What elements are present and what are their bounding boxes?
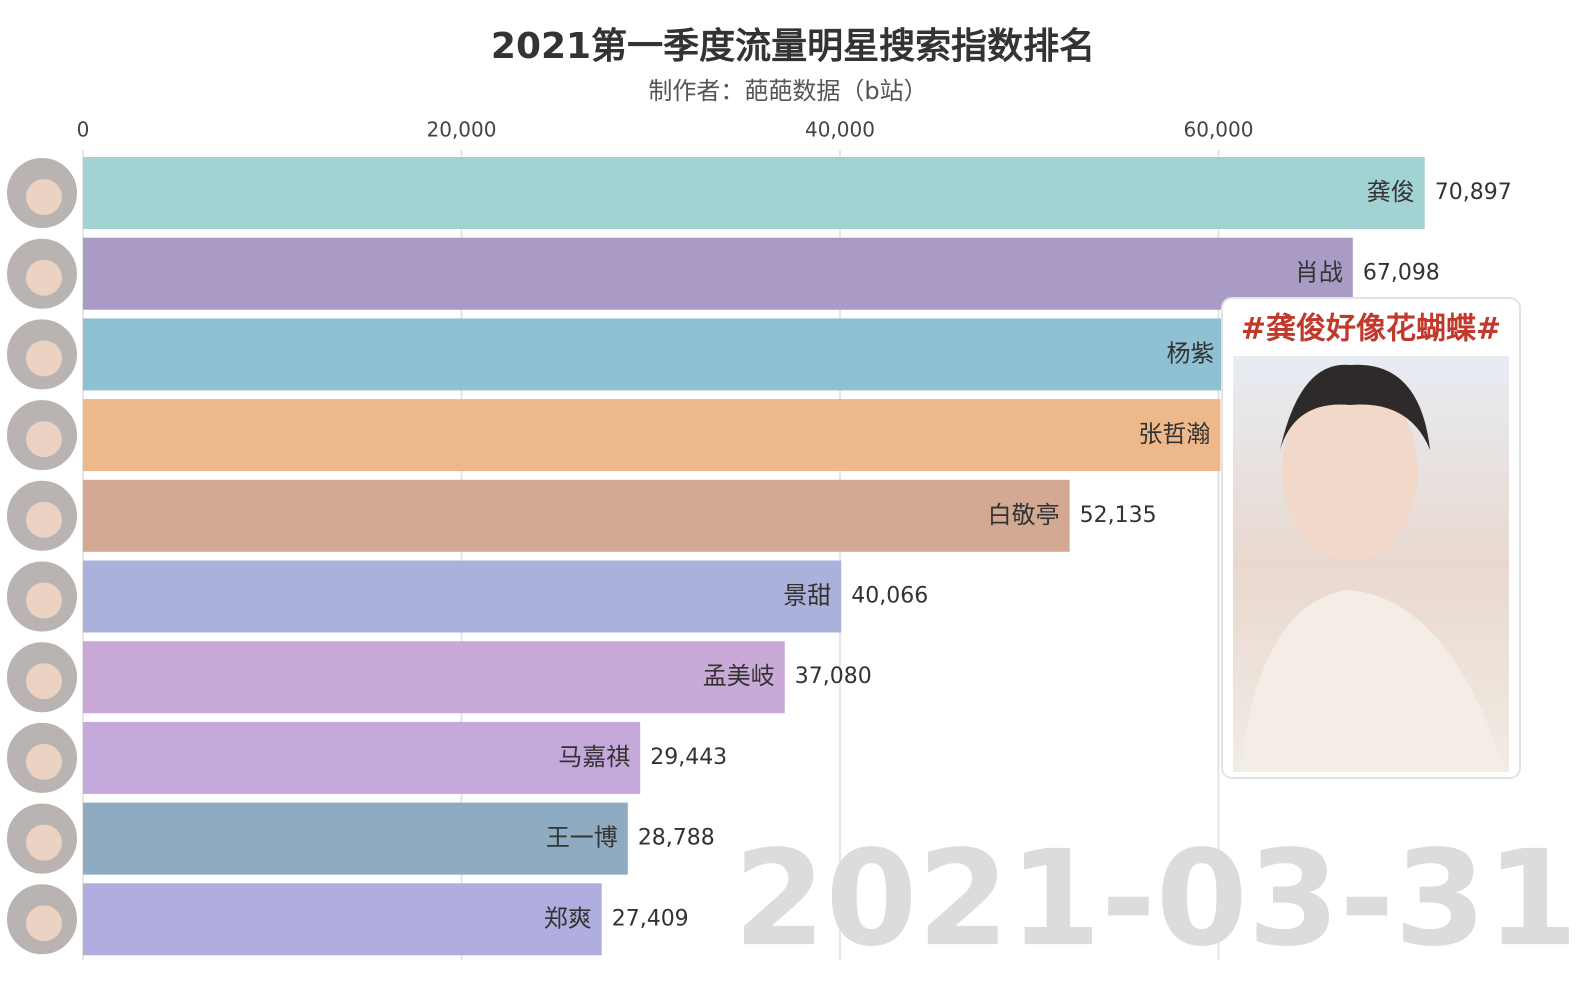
avatar-face	[26, 421, 62, 458]
bar-name: 孟美岐	[703, 662, 775, 690]
bar-name: 王一博	[546, 824, 618, 852]
bar	[83, 399, 1221, 472]
annotation-card: #龚俊好像花蝴蝶#	[1221, 297, 1521, 779]
date-label: 2021-03-31	[734, 822, 1578, 976]
x-tick-label: 0	[77, 118, 90, 142]
photo-body	[1240, 590, 1505, 772]
bar-name: 白敬亭	[988, 501, 1060, 529]
bar-name: 张哲瀚	[1138, 420, 1210, 448]
value-label: 67,098	[1363, 261, 1440, 286]
photo-hair	[1280, 364, 1430, 450]
bar	[83, 883, 602, 956]
bar-name: 杨紫	[1167, 339, 1215, 367]
bar-name: 龚俊	[1367, 178, 1415, 206]
avatar-face	[26, 905, 62, 942]
avatar-face	[26, 501, 62, 538]
bar	[83, 721, 641, 794]
value-label: 37,080	[795, 664, 872, 689]
avatar-face	[26, 259, 62, 296]
bar	[83, 237, 1353, 310]
value-label: 27,409	[612, 906, 689, 931]
value-label: 28,788	[638, 826, 715, 851]
bar	[83, 318, 1225, 391]
value-label: 52,135	[1080, 503, 1157, 528]
bar-name: 景甜	[783, 582, 831, 610]
bar	[83, 479, 1070, 552]
avatar-face	[26, 824, 62, 861]
bar-name: 肖战	[1295, 259, 1343, 287]
bar	[83, 157, 1425, 229]
value-label: 40,066	[851, 584, 928, 609]
bar-name: 马嘉祺	[558, 743, 630, 771]
bar	[83, 641, 785, 714]
x-tick-label: 20,000	[427, 118, 497, 142]
avatar-face	[26, 663, 62, 700]
chart-subtitle: 制作者：葩葩数据（b站）	[648, 77, 927, 105]
bar	[83, 802, 628, 875]
value-label: 29,443	[650, 745, 727, 770]
bar	[83, 560, 842, 633]
chart-title: 2021第一季度流量明星搜索指数排名	[491, 26, 1095, 67]
avatar-face	[26, 582, 62, 619]
bar-name: 郑爽	[544, 904, 592, 932]
photo-face	[1282, 380, 1418, 560]
avatar-face	[26, 743, 62, 780]
value-label: 70,897	[1435, 180, 1512, 205]
bars: 龚俊70,897肖战67,098杨紫60,319张哲瀚60,100白敬亭52,1…	[5, 156, 1512, 957]
x-tick-label: 60,000	[1184, 118, 1254, 142]
x-tick-label: 40,000	[805, 118, 875, 142]
avatar-face	[26, 179, 62, 215]
annotation-text: #龚俊好像花蝴蝶#	[1241, 312, 1501, 347]
avatar-face	[26, 340, 62, 377]
